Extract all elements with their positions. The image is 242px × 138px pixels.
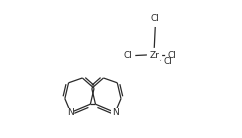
Text: Cl: Cl — [151, 14, 160, 23]
Text: Zr: Zr — [149, 51, 159, 60]
Text: N: N — [67, 108, 74, 117]
Text: Cl: Cl — [123, 51, 132, 60]
Text: Cl: Cl — [168, 51, 177, 60]
Text: N: N — [112, 108, 119, 117]
Text: Cl: Cl — [164, 57, 173, 66]
